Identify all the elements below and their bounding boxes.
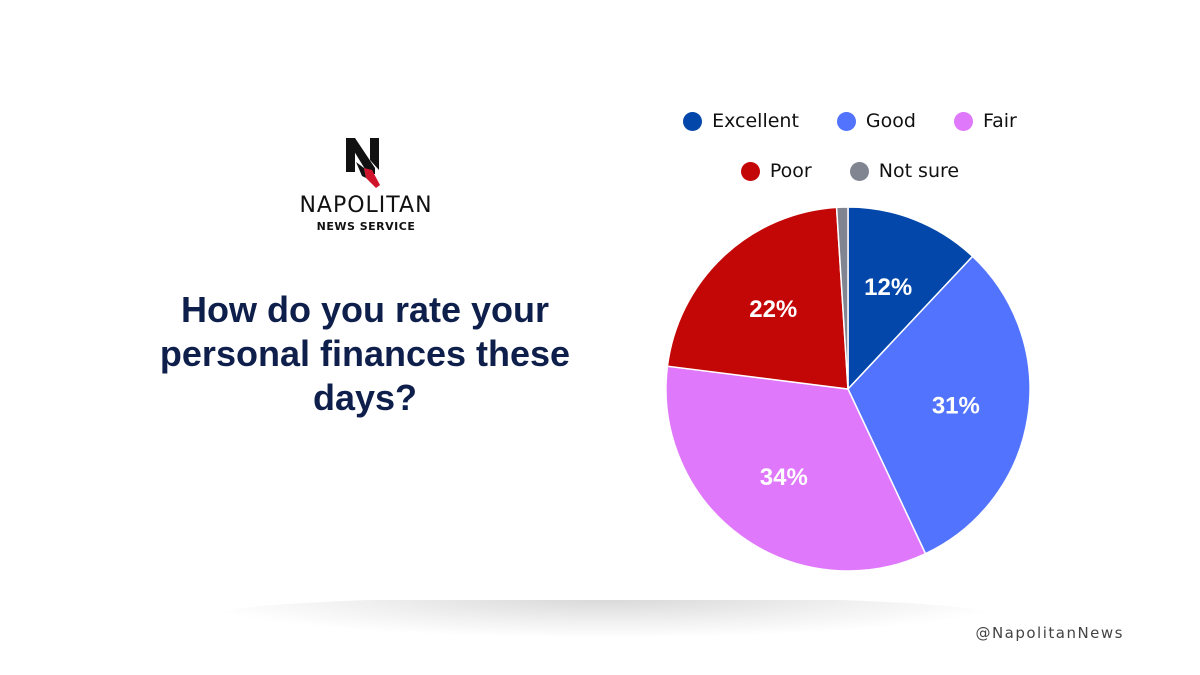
legend-row-1: Excellent Good Fair <box>640 106 1060 136</box>
legend-label-poor: Poor <box>769 160 812 182</box>
legend-label-not-sure: Not sure <box>878 160 960 182</box>
legend-swatch-poor <box>740 161 760 181</box>
pie-label-good: 31% <box>932 393 980 420</box>
legend-item-not-sure: Not sure <box>849 160 960 182</box>
legend-label-good: Good <box>865 110 916 132</box>
card: NAPOLITAN NEWS SERVICE How do you rate y… <box>159 106 1060 572</box>
napolitan-logo-icon <box>346 138 380 188</box>
pie-label-fair: 34% <box>760 464 808 491</box>
pie-chart: 12% 31% 34% 22% <box>665 206 1031 572</box>
legend-item-good: Good <box>836 110 916 132</box>
chart-title: How do you rate your personal finances t… <box>159 289 571 418</box>
logo-name: NAPOLITAN <box>299 193 433 218</box>
pie-slice-good <box>847 255 1031 555</box>
legend-swatch-good <box>836 111 856 131</box>
legend-item-poor: Poor <box>740 160 812 182</box>
social-handle: @NapolitanNews <box>975 624 1124 642</box>
legend-row-2: Poor Not sure <box>640 156 1060 186</box>
pie-label-poor: 22% <box>749 296 797 323</box>
legend-swatch-excellent <box>683 111 703 131</box>
legend-swatch-not-sure <box>849 161 869 181</box>
legend-label-fair: Fair <box>982 110 1017 132</box>
card-shadow <box>210 596 1000 636</box>
legend-item-fair: Fair <box>953 110 1017 132</box>
legend-label-excellent: Excellent <box>712 110 799 132</box>
legend-swatch-fair <box>953 111 973 131</box>
logo: NAPOLITAN NEWS SERVICE <box>286 136 446 236</box>
logo-subtitle: NEWS SERVICE <box>316 220 416 233</box>
legend-item-excellent: Excellent <box>683 110 799 132</box>
pie-slice-poor <box>666 206 849 390</box>
pie-slice-not-sure <box>835 206 849 390</box>
pie-slice-fair <box>665 365 927 572</box>
pie-label-excellent: 12% <box>864 274 912 301</box>
pie-slice-excellent <box>847 206 974 390</box>
